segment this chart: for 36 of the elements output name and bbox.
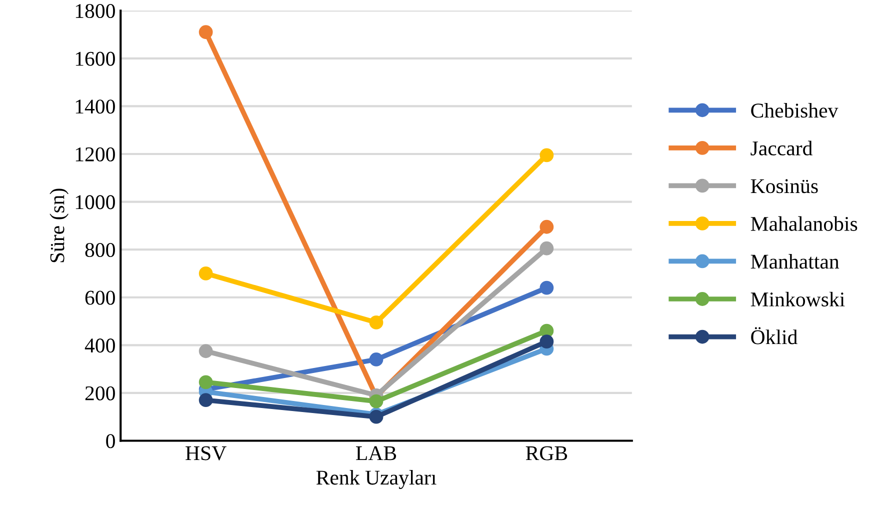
legend-label: Minkowski [750, 292, 845, 306]
point [198, 25, 213, 40]
y-tick-label: 200 [85, 386, 115, 400]
point [540, 334, 554, 349]
y-tick-label: 1400 [76, 100, 115, 114]
y-tick-label: 0 [106, 434, 115, 448]
point [540, 241, 554, 256]
legend-label: Chebishev [751, 102, 838, 118]
y-tick-label: 1800 [76, 4, 115, 18]
point [198, 344, 213, 358]
point [369, 394, 384, 408]
y-tick-label: 400 [84, 338, 115, 353]
legend-label: Mahalanobis [750, 216, 858, 231]
y-tick-label: 1200 [76, 147, 115, 162]
y-axis-title: Süre (sn) [50, 188, 69, 262]
point [198, 375, 213, 390]
legend-label: Öklid [751, 327, 798, 344]
point [198, 266, 213, 280]
point [369, 352, 384, 366]
y-tick-label: 800 [85, 242, 115, 258]
point [540, 220, 554, 234]
point [540, 280, 554, 295]
point [369, 410, 384, 424]
y-tick-label: 600 [85, 290, 115, 305]
legend-label: Manhattan [750, 254, 840, 269]
x-tick-label: RGB [526, 446, 568, 460]
y-tick-label: 1600 [76, 52, 115, 66]
y-tick-label: 1000 [76, 195, 115, 210]
point [540, 148, 554, 162]
point [198, 393, 213, 408]
legend-label: Kosinüs [750, 179, 818, 194]
x-tick-label: LAB [356, 446, 396, 460]
x-tick-label: HSV [186, 446, 226, 460]
x-axis-title: Renk Uzayları [316, 470, 436, 489]
point [369, 316, 384, 330]
legend-label: Jaccard [750, 140, 812, 156]
